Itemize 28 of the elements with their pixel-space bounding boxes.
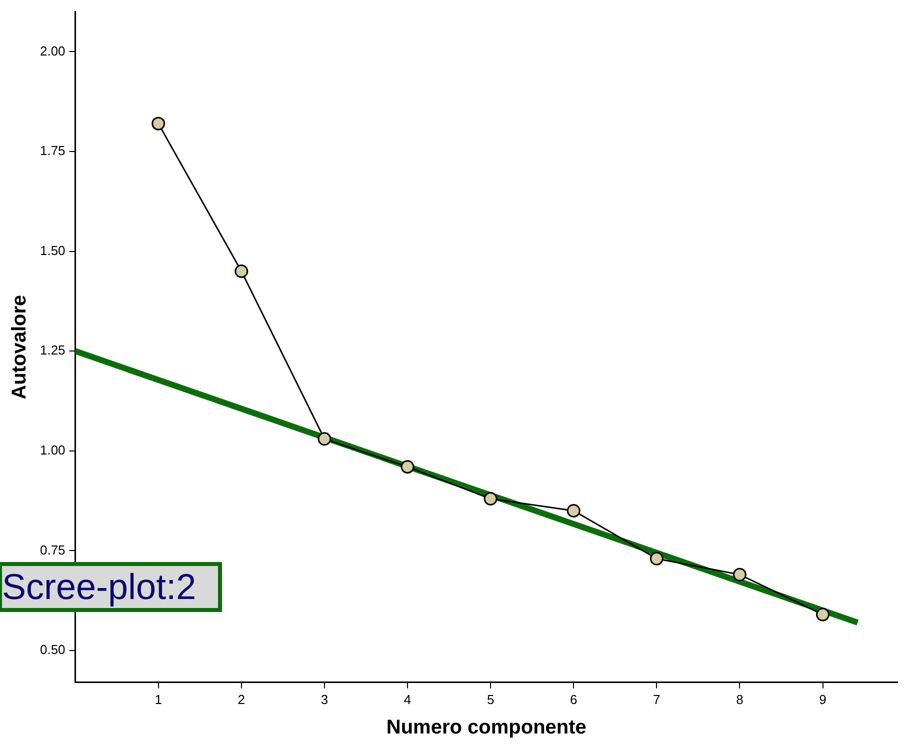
point [732, 568, 746, 582]
y-tick-label: 1.50 [40, 242, 66, 258]
point [152, 116, 166, 130]
x-tick-label: 5 [486, 692, 494, 707]
x-tick-label: 9 [819, 692, 826, 707]
y-tick-label: 0.50 [40, 642, 66, 658]
x-tick-label: 6 [570, 692, 578, 707]
y-tick-label: 1.00 [40, 442, 66, 458]
y-tick-label: 0.75 [40, 542, 66, 558]
x-tick-label: 8 [736, 692, 744, 707]
y-axis-title: Autovalore [8, 294, 31, 400]
point [400, 460, 414, 474]
x-tick-label: 7 [653, 692, 660, 707]
point [484, 492, 498, 506]
x-axis-title: Numero componente [386, 716, 586, 739]
point [650, 552, 664, 566]
point [816, 608, 830, 622]
x-tick-label: 2 [238, 692, 246, 707]
x-tick-label: 4 [404, 692, 412, 707]
y-tick-label: 1.75 [40, 143, 66, 158]
x-tick-label: 3 [320, 692, 328, 707]
y-tick-label: 2.00 [40, 43, 66, 58]
y-tick-label: 1.25 [40, 342, 66, 358]
point [234, 264, 248, 278]
annotation: Scree-plot:2 [0, 562, 222, 612]
point [318, 432, 332, 446]
x-tick-label: 1 [154, 692, 162, 707]
point [566, 504, 580, 518]
